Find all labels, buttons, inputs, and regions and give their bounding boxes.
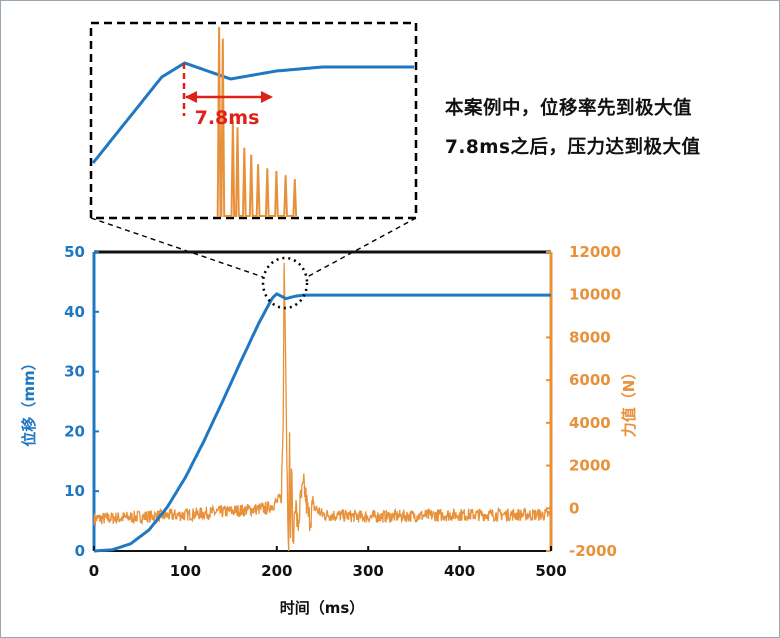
right-tick-label: 0 bbox=[569, 499, 579, 517]
right-tick-label: 12000 bbox=[569, 243, 621, 261]
right-tick-label: 6000 bbox=[569, 371, 611, 389]
right-axis-ticks: -2000 0 2000 4000 6000 8000 10000 12000 bbox=[546, 243, 621, 560]
inset-force-line bbox=[216, 26, 298, 217]
left-tick-label: 0 bbox=[75, 542, 85, 560]
left-tick-label: 10 bbox=[64, 482, 85, 500]
x-tick-label: 200 bbox=[261, 562, 292, 580]
x-tick-label: 400 bbox=[444, 562, 475, 580]
left-tick-label: 50 bbox=[64, 243, 85, 261]
right-axis-title: 力值（N） bbox=[620, 365, 638, 438]
right-tick-label: 8000 bbox=[569, 328, 611, 346]
force-series-line bbox=[93, 262, 552, 552]
inset-displacement-line bbox=[91, 61, 414, 164]
left-tick-label: 30 bbox=[64, 363, 85, 381]
right-tick-label: 4000 bbox=[569, 414, 611, 432]
annotation-line-2: 7.8ms之后，压力达到极大值 bbox=[445, 137, 701, 158]
displacement-series-line bbox=[93, 292, 551, 553]
right-tick-label: 2000 bbox=[569, 457, 611, 475]
right-tick-label: -2000 bbox=[569, 542, 617, 560]
x-tick-label: 300 bbox=[353, 562, 384, 580]
left-axis-ticks: 0 10 20 30 40 50 bbox=[64, 243, 99, 560]
x-axis-title: 时间（ms） bbox=[280, 599, 365, 617]
x-tick-label: 100 bbox=[170, 562, 201, 580]
left-tick-label: 20 bbox=[64, 422, 85, 440]
left-axis-title: 位移（mm） bbox=[20, 355, 38, 446]
arrow-head-right bbox=[261, 91, 273, 103]
inset-interval-label: 7.8ms bbox=[195, 107, 260, 129]
right-tick-label: 10000 bbox=[569, 286, 621, 304]
arrow-head-left bbox=[185, 91, 197, 103]
x-tick-label: 500 bbox=[535, 562, 566, 580]
zoom-focus-circle bbox=[261, 256, 309, 310]
x-tick-label: 0 bbox=[89, 562, 99, 580]
left-tick-label: 40 bbox=[64, 303, 85, 321]
x-axis-ticks: 0 100 200 300 400 500 bbox=[89, 546, 567, 580]
zoom-connector-left bbox=[90, 217, 264, 278]
zoom-connector-right bbox=[306, 217, 417, 278]
zoom-inset-box bbox=[89, 21, 418, 220]
annotation-line-1: 本案例中，位移率先到极大值 bbox=[445, 98, 693, 119]
